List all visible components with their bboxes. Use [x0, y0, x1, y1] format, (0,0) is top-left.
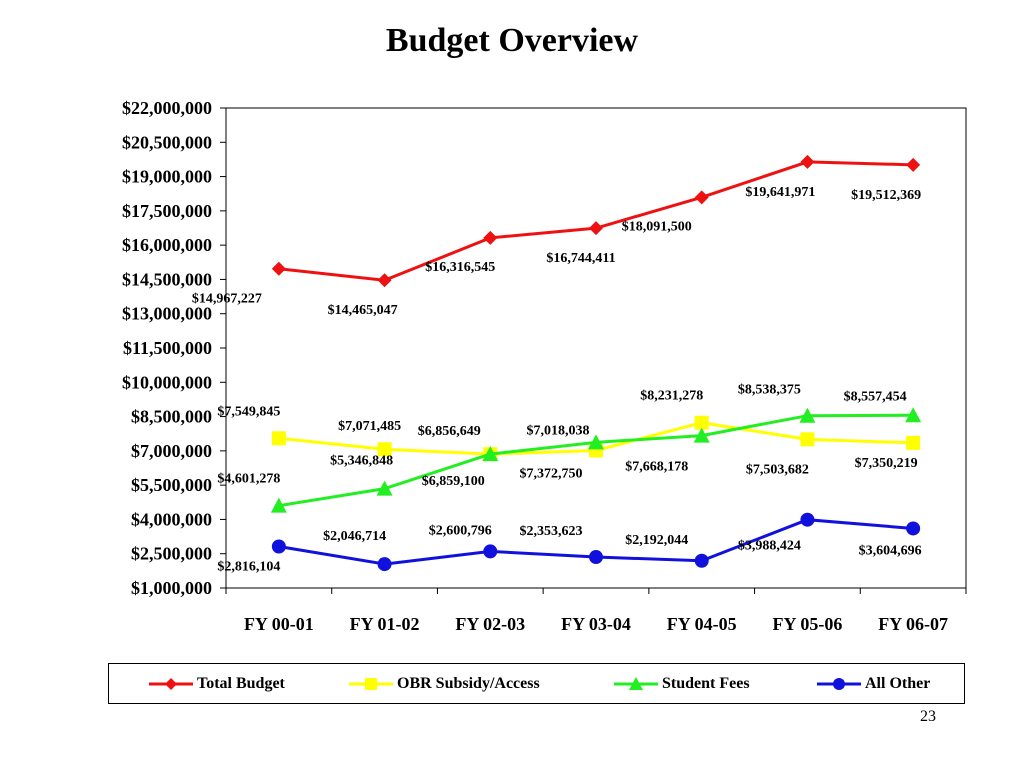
data-label: $4,601,278	[217, 472, 280, 487]
diamond-marker-icon	[149, 677, 193, 690]
data-point	[906, 521, 921, 536]
data-label: $2,192,044	[625, 533, 688, 548]
data-label: $14,465,047	[328, 303, 398, 318]
y-tick-label: $10,000,000	[122, 372, 212, 392]
data-label: $7,018,038	[527, 423, 590, 438]
data-label: $3,604,696	[859, 543, 922, 558]
data-point	[588, 434, 604, 450]
data-label: $5,346,848	[330, 454, 393, 469]
x-tick-label: FY 03-04	[561, 614, 631, 634]
data-point	[483, 544, 498, 559]
y-tick-label: $4,000,000	[131, 509, 212, 529]
y-tick-label: $22,000,000	[122, 98, 212, 118]
data-point	[799, 407, 816, 423]
data-label: $6,859,100	[422, 474, 485, 489]
data-point	[589, 550, 603, 565]
data-point	[906, 157, 921, 172]
data-point	[270, 497, 287, 513]
legend-label: Student Fees	[662, 674, 750, 692]
line-chart: $1,000,000 $2,500,000 $4,000,000 $5,500,000…	[122, 98, 967, 634]
square-marker-icon	[349, 677, 393, 690]
data-point	[800, 432, 815, 447]
triangle-marker-icon	[614, 676, 658, 690]
data-point	[377, 442, 392, 457]
y-tick-label: $8,500,000	[131, 407, 212, 427]
data-point	[271, 431, 286, 446]
legend-label: Total Budget	[197, 674, 285, 692]
data-label: $3,988,424	[738, 539, 801, 554]
data-label: $7,071,485	[338, 419, 401, 434]
data-label: $8,231,278	[640, 389, 703, 404]
x-tick-label: FY 05-06	[773, 614, 843, 634]
data-label: $18,091,500	[622, 219, 692, 234]
data-point	[905, 407, 922, 423]
x-tick-label: FY 01-02	[350, 614, 420, 634]
y-tick-label: $16,000,000	[122, 235, 212, 255]
data-label: $16,744,411	[546, 251, 615, 266]
y-tick-label: $11,500,000	[123, 338, 212, 358]
x-tick-label: FY 00-01	[244, 614, 314, 634]
data-label: $8,557,454	[844, 389, 907, 404]
data-label: $2,816,104	[217, 559, 280, 574]
circle-marker-icon	[817, 677, 861, 690]
data-point	[694, 553, 709, 568]
data-point	[377, 273, 392, 288]
data-label: $7,549,845	[217, 404, 280, 419]
data-point	[694, 190, 709, 205]
legend-label: OBR Subsidy/Access	[397, 674, 540, 692]
data-point	[482, 446, 499, 462]
page-number: 23	[920, 708, 936, 725]
x-tick-label: FY 02-03	[455, 614, 525, 634]
data-point	[693, 427, 710, 443]
y-tick-label: $1,000,000	[131, 578, 212, 598]
data-point	[377, 557, 392, 572]
data-label: $7,372,750	[520, 466, 583, 481]
legend-item-student-fees: Student Fees	[614, 664, 750, 703]
data-point	[800, 512, 815, 527]
page-title: Budget Overview	[385, 22, 639, 59]
x-tick-label: FY 04-05	[667, 614, 737, 634]
data-point	[376, 480, 393, 496]
data-label: $6,856,649	[418, 424, 481, 439]
data-label: $7,503,682	[746, 462, 809, 477]
y-tick-label: $13,000,000	[122, 304, 212, 324]
data-point	[271, 261, 286, 276]
data-point	[694, 415, 709, 430]
y-tick-label: $14,500,000	[122, 269, 212, 289]
y-tick-label: $19,000,000	[122, 167, 212, 187]
y-tick-label: $2,500,000	[131, 544, 212, 564]
legend-item-obr-subsidy: OBR Subsidy/Access	[349, 664, 540, 703]
data-label: $16,316,545	[425, 260, 495, 275]
chart-legend: Total Budget OBR Subsidy/Access Student …	[108, 663, 965, 704]
data-label: $8,538,375	[738, 383, 801, 398]
data-label: $2,046,714	[323, 529, 386, 544]
x-tick-label: FY 06-07	[878, 614, 948, 634]
data-label: $19,512,369	[851, 188, 921, 203]
legend-item-total-budget: Total Budget	[149, 664, 285, 703]
data-label: $2,600,796	[429, 523, 492, 538]
data-label: $19,641,971	[745, 185, 815, 200]
data-label: $14,967,227	[192, 292, 262, 307]
legend-item-all-other: All Other	[817, 664, 930, 703]
legend-label: All Other	[865, 674, 931, 692]
data-point	[800, 154, 815, 169]
y-tick-label: $20,500,000	[122, 132, 212, 152]
data-point	[906, 435, 921, 450]
data-label: $7,350,219	[855, 456, 918, 471]
data-point	[483, 230, 498, 245]
y-tick-label: $17,500,000	[122, 201, 212, 221]
data-point	[589, 221, 603, 236]
plot-area	[225, 107, 967, 589]
data-label: $7,668,178	[625, 460, 688, 475]
y-tick-label: $5,500,000	[131, 475, 212, 495]
data-point	[271, 539, 286, 554]
y-tick-label: $7,000,000	[131, 441, 212, 461]
data-label: $2,353,623	[520, 524, 583, 539]
